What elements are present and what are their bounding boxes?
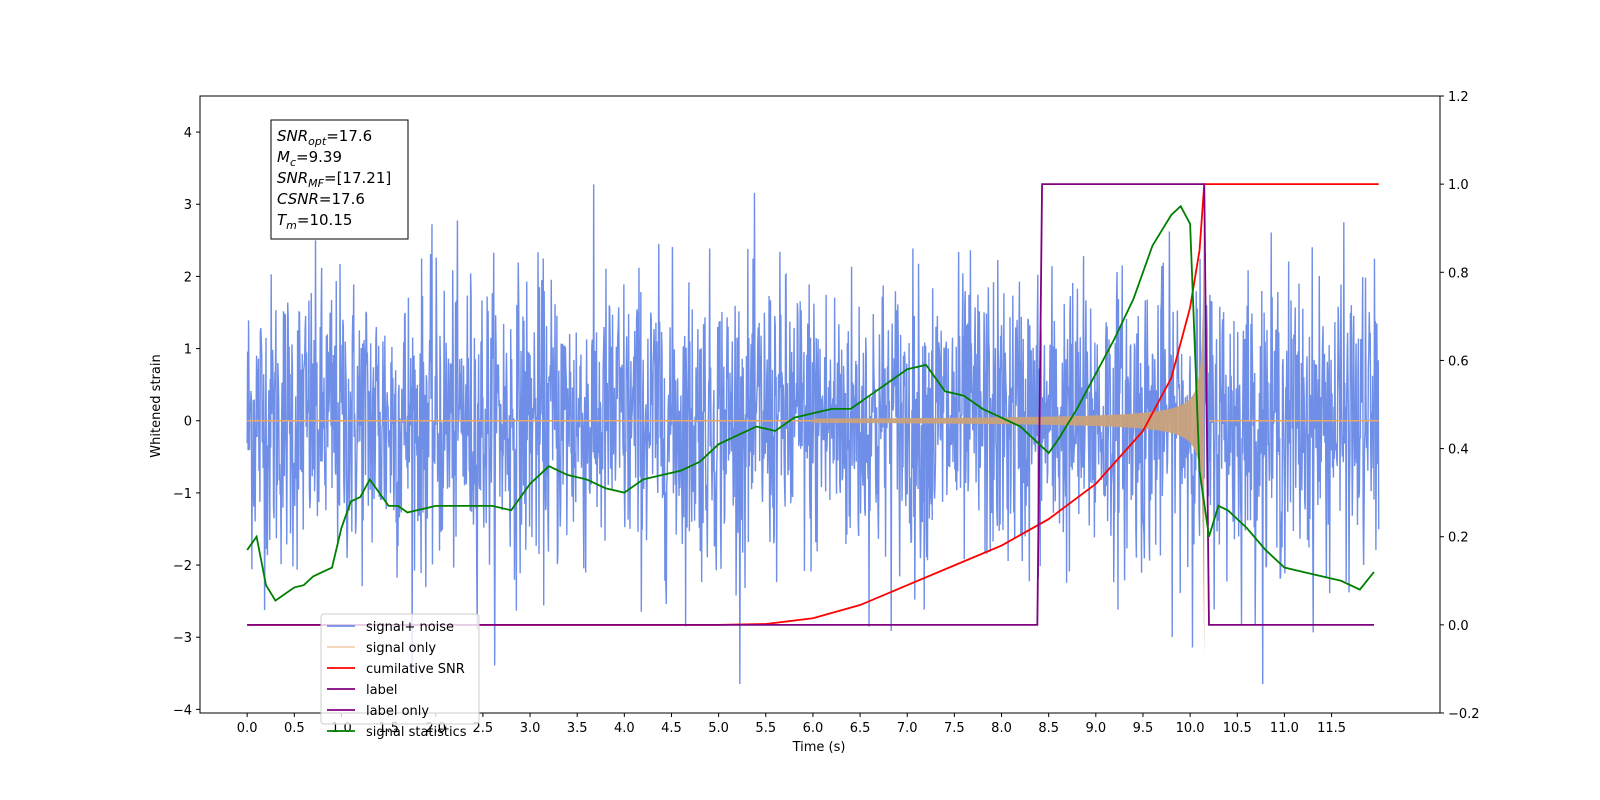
legend-label: signal+ noise (366, 620, 454, 635)
x-tick-label: 11.0 (1270, 721, 1299, 736)
x-axis: 0.0 0.5 1.0 1.5 2.0 2.5 3.0 3.5 4.0 4.5 5.0 5.5 6.0 6… (237, 713, 1346, 736)
x-tick-label: 1.0 (331, 721, 352, 736)
y-tick-label: −2 (173, 559, 192, 574)
legend-label: label (366, 683, 397, 698)
legend-label: signal only (366, 641, 436, 656)
annotation-value: =17.6 (326, 127, 372, 145)
annotation-subscript: c (290, 156, 296, 169)
annotation-value: =10.15 (297, 211, 353, 229)
y-tick-label: −3 (173, 631, 192, 646)
annotation-symbol: SNR (277, 127, 308, 145)
x-tick-label: 2.5 (473, 721, 494, 736)
x-tick-label: 6.5 (850, 721, 871, 736)
annotation-value: =9.39 (296, 148, 342, 166)
x-tick-label: 5.5 (755, 721, 776, 736)
x-tick-label: 10.5 (1223, 721, 1252, 736)
legend-frame (320, 613, 480, 725)
x-tick-label: 8.5 (1038, 721, 1059, 736)
annotation-line: SNRMF=[17.21] (277, 169, 391, 190)
plot-area (246, 182, 1380, 685)
y-axis-label: Whitened strain (149, 354, 164, 457)
y2-tick-label: 1.2 (1448, 90, 1469, 105)
legend: signal+ noise signal only cumilative SNR la… (320, 613, 480, 740)
legend-label: signal statistics (366, 725, 467, 740)
annotation-line: SNRopt=17.6 (277, 127, 372, 148)
y2-tick-label: 0.6 (1448, 354, 1469, 369)
annotation-subscript: m (286, 219, 297, 232)
y-axis-right: −0.2 0.0 0.2 0.4 0.6 0.8 1.0 1.2 (1440, 90, 1480, 722)
x-tick-label: 8.0 (991, 721, 1012, 736)
y-tick-label: 1 (184, 343, 192, 358)
y-tick-label: −4 (173, 703, 192, 718)
y2-tick-label: 0.2 (1448, 531, 1469, 546)
annotation-subscript: MF (308, 177, 324, 190)
y-tick-label: −1 (173, 487, 192, 502)
legend-label: cumilative SNR (366, 662, 465, 677)
x-tick-label: 3.0 (520, 721, 541, 736)
y-axis-left: −4 −3 −2 −1 0 1 2 3 4 (173, 126, 200, 718)
x-tick-label: 6.0 (803, 721, 824, 736)
x-tick-label: 2.0 (425, 721, 446, 736)
x-tick-label: 5.0 (708, 721, 729, 736)
series-label-line (247, 183, 1374, 626)
annotation-line: Mc=9.39 (277, 148, 342, 169)
x-tick-label: 7.5 (944, 721, 965, 736)
x-tick-label: 11.5 (1317, 721, 1346, 736)
annotation-box: SNRopt=17.6Mc=9.39SNRMF=[17.21]CSNR=17.6… (270, 119, 409, 240)
y-tick-label: 4 (184, 126, 192, 141)
series-signal-statistics-line (246, 204, 1375, 602)
x-tick-label: 0.5 (284, 721, 305, 736)
annotation-value: =17.6 (319, 190, 365, 208)
annotation-line: Tm=10.15 (277, 211, 352, 232)
axes-frame (199, 95, 1441, 714)
x-tick-label: 3.5 (567, 721, 588, 736)
annotation-frame (270, 119, 409, 240)
y2-tick-label: 1.0 (1448, 178, 1469, 193)
annotation-symbol: CSNR (277, 190, 319, 208)
x-tick-label: 4.5 (661, 721, 682, 736)
annotation-symbol: SNR (277, 169, 308, 187)
x-tick-label: 10.0 (1176, 721, 1205, 736)
y-tick-label: 3 (184, 198, 192, 213)
x-axis-label: Time (s) (792, 740, 846, 755)
x-tick-label: 7.0 (897, 721, 918, 736)
y2-tick-label: −0.2 (1448, 707, 1480, 722)
annotation-symbol: M (277, 148, 290, 166)
series-signal-noise-line (246, 184, 1380, 685)
y-tick-label: 0 (184, 415, 192, 430)
annotation-subscript: opt (308, 135, 327, 148)
series-cumulative-snr-line (247, 183, 1379, 626)
x-tick-label: 9.0 (1085, 721, 1106, 736)
annotation-symbol: T (277, 211, 288, 229)
y2-tick-label: 0.4 (1448, 443, 1469, 458)
annotation-value: =[17.21] (324, 169, 391, 187)
y2-tick-label: 0.0 (1448, 619, 1469, 634)
x-tick-label: 9.5 (1133, 721, 1154, 736)
x-tick-label: 1.5 (378, 721, 399, 736)
x-tick-label: 0.0 (237, 721, 258, 736)
y-tick-label: 2 (184, 270, 192, 285)
x-tick-label: 4.0 (614, 721, 635, 736)
legend-label: label only (366, 704, 429, 719)
annotation-line: CSNR=17.6 (277, 190, 365, 208)
y2-tick-label: 0.8 (1448, 266, 1469, 281)
